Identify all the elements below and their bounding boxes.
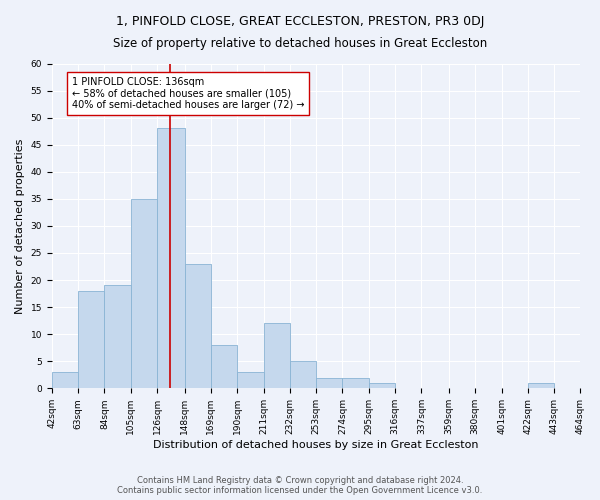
Bar	[211, 345, 237, 389]
Y-axis label: Number of detached properties: Number of detached properties	[15, 138, 25, 314]
Bar	[237, 372, 263, 388]
Bar	[290, 362, 316, 388]
Text: Size of property relative to detached houses in Great Eccleston: Size of property relative to detached ho…	[113, 38, 487, 51]
Bar	[131, 199, 157, 388]
Bar	[104, 286, 131, 389]
Text: Contains HM Land Registry data © Crown copyright and database right 2024.
Contai: Contains HM Land Registry data © Crown c…	[118, 476, 482, 495]
Bar	[263, 324, 290, 388]
Bar	[52, 372, 78, 388]
Bar	[185, 264, 211, 388]
Bar	[78, 291, 104, 388]
Bar	[528, 383, 554, 388]
Text: 1 PINFOLD CLOSE: 136sqm
← 58% of detached houses are smaller (105)
40% of semi-d: 1 PINFOLD CLOSE: 136sqm ← 58% of detache…	[72, 77, 304, 110]
Bar	[343, 378, 369, 388]
Bar	[316, 378, 343, 388]
X-axis label: Distribution of detached houses by size in Great Eccleston: Distribution of detached houses by size …	[154, 440, 479, 450]
Bar	[157, 128, 185, 388]
Bar	[369, 383, 395, 388]
Text: 1, PINFOLD CLOSE, GREAT ECCLESTON, PRESTON, PR3 0DJ: 1, PINFOLD CLOSE, GREAT ECCLESTON, PREST…	[116, 15, 484, 28]
